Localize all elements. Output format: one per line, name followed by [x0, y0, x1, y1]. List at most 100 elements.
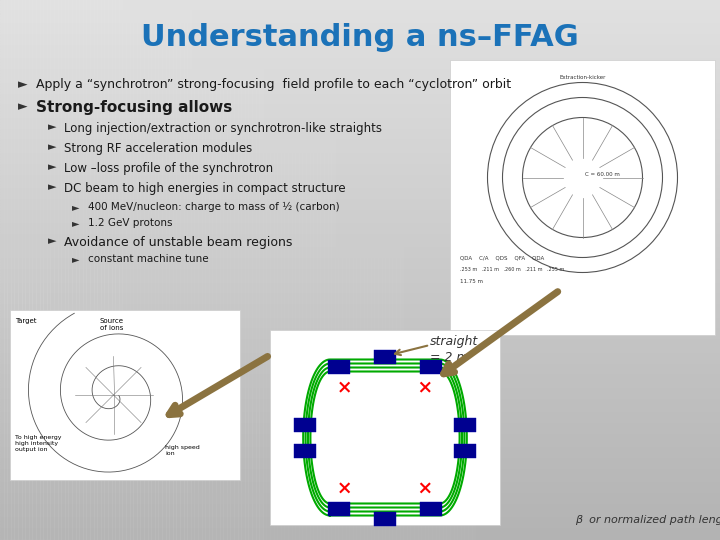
Bar: [0, 24, 720, 27]
Bar: [655, 0, 659, 540]
Text: .253 m   .211 m   .260 m   .211 m   .255 m: .253 m .211 m .260 m .211 m .255 m: [460, 267, 564, 272]
Bar: [0, 146, 720, 148]
Bar: [313, 0, 317, 540]
Bar: [310, 0, 313, 540]
Bar: [533, 0, 536, 540]
Bar: [0, 470, 720, 472]
Bar: [0, 359, 720, 362]
Bar: [7, 0, 11, 540]
Bar: [0, 537, 720, 540]
Bar: [0, 451, 720, 454]
Bar: [569, 0, 572, 540]
Bar: [176, 0, 180, 540]
Bar: [0, 381, 720, 383]
Bar: [0, 243, 720, 246]
Bar: [36, 0, 40, 540]
Bar: [0, 81, 720, 84]
Bar: [0, 497, 720, 500]
Bar: [115, 0, 119, 540]
Bar: [43, 0, 47, 540]
Bar: [259, 0, 263, 540]
Text: ►: ►: [72, 254, 79, 264]
Bar: [461, 0, 464, 540]
Bar: [0, 84, 720, 86]
Bar: [238, 0, 241, 540]
Bar: [65, 0, 68, 540]
Bar: [0, 116, 720, 119]
Bar: [0, 332, 720, 335]
Bar: [0, 284, 720, 286]
Bar: [0, 472, 720, 475]
Bar: [0, 429, 720, 432]
Bar: [500, 0, 504, 540]
Bar: [454, 0, 457, 540]
Bar: [4, 0, 7, 540]
Bar: [25, 0, 29, 540]
Bar: [457, 0, 461, 540]
Bar: [0, 40, 720, 43]
Bar: [137, 0, 140, 540]
Bar: [0, 370, 720, 373]
Bar: [294, 417, 316, 431]
Text: Avoidance of unstable beam regions: Avoidance of unstable beam regions: [64, 236, 292, 249]
Bar: [122, 0, 126, 540]
Bar: [0, 186, 720, 189]
Bar: [576, 0, 580, 540]
Bar: [0, 167, 720, 170]
Bar: [464, 0, 468, 540]
Bar: [583, 0, 587, 540]
Bar: [0, 532, 720, 535]
Bar: [446, 0, 450, 540]
Bar: [0, 157, 720, 159]
Bar: [0, 351, 720, 354]
Bar: [644, 0, 648, 540]
Bar: [0, 265, 720, 267]
Bar: [630, 0, 634, 540]
Bar: [0, 5, 720, 8]
Text: To high energy
high intensity
output ion: To high energy high intensity output ion: [15, 435, 61, 451]
Bar: [0, 251, 720, 254]
Bar: [396, 0, 400, 540]
Bar: [22, 0, 25, 540]
Bar: [202, 0, 205, 540]
Bar: [0, 535, 720, 537]
Bar: [0, 500, 720, 502]
Bar: [0, 105, 720, 108]
Bar: [335, 0, 338, 540]
Bar: [198, 0, 202, 540]
Bar: [551, 0, 554, 540]
Bar: [486, 0, 490, 540]
Bar: [216, 0, 220, 540]
Bar: [0, 194, 720, 197]
Bar: [0, 340, 720, 343]
Bar: [11, 0, 14, 540]
Bar: [0, 0, 4, 540]
Bar: [389, 0, 392, 540]
Bar: [0, 513, 720, 516]
Bar: [547, 0, 551, 540]
Bar: [691, 0, 695, 540]
Bar: [130, 0, 133, 540]
Bar: [0, 132, 720, 135]
Bar: [511, 0, 515, 540]
Bar: [0, 427, 720, 429]
Bar: [0, 11, 720, 14]
Bar: [338, 0, 342, 540]
Bar: [317, 0, 320, 540]
Bar: [374, 511, 396, 525]
Bar: [0, 275, 720, 278]
Bar: [284, 0, 288, 540]
Bar: [0, 154, 720, 157]
Bar: [0, 70, 720, 73]
Bar: [0, 475, 720, 478]
Bar: [281, 0, 284, 540]
Bar: [0, 103, 720, 105]
Bar: [58, 0, 61, 540]
Bar: [0, 346, 720, 348]
Bar: [673, 0, 677, 540]
Bar: [515, 0, 518, 540]
Bar: [209, 0, 212, 540]
Bar: [443, 0, 446, 540]
Bar: [324, 0, 328, 540]
Bar: [32, 0, 36, 540]
